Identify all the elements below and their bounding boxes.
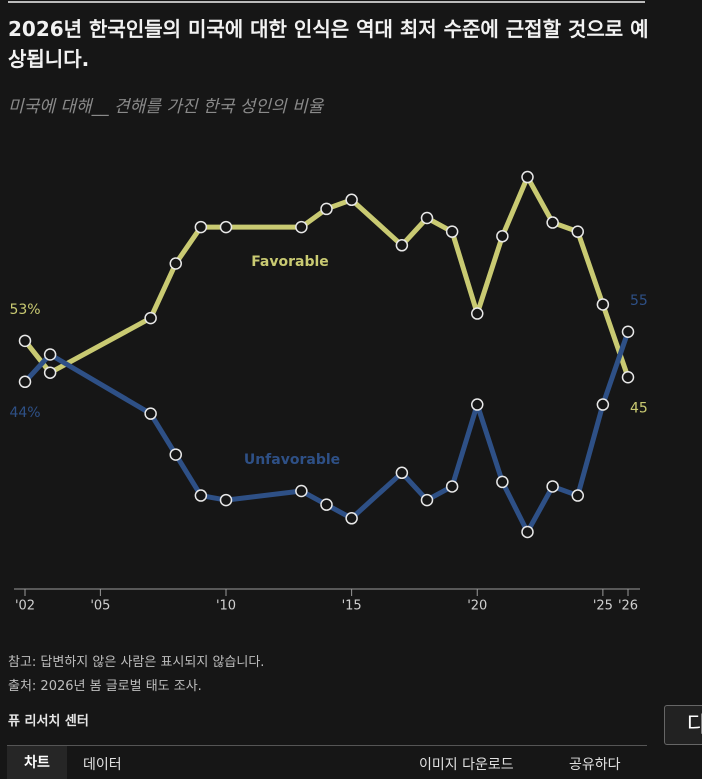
tab-data[interactable]: 데이터 bbox=[83, 757, 122, 773]
data-point bbox=[546, 216, 559, 229]
x-tick-label: '02 bbox=[15, 599, 35, 614]
chart-title: 2026년 한국인들의 미국에 대한 인식은 역대 최저 수준에 근접할 것으로… bbox=[8, 17, 649, 71]
data-point bbox=[596, 398, 610, 411]
data-point bbox=[395, 466, 409, 480]
data-point bbox=[219, 493, 233, 507]
data-point bbox=[295, 484, 308, 498]
data-point bbox=[345, 512, 358, 525]
download-button[interactable]: 이미지 다운로드 bbox=[419, 757, 514, 773]
data-point bbox=[471, 398, 484, 411]
data-point bbox=[571, 225, 584, 238]
x-tick-label: '26 bbox=[618, 599, 638, 614]
source: 출처: 2026년 봄 글로벌 태도 조사. bbox=[8, 679, 202, 694]
x-tick-label: '15 bbox=[342, 599, 362, 614]
x-tick-label: '20 bbox=[467, 599, 487, 614]
data-point bbox=[194, 220, 208, 234]
data-point bbox=[496, 229, 509, 243]
data-point bbox=[18, 375, 32, 389]
data-point bbox=[420, 493, 434, 507]
data-label: 44% bbox=[9, 405, 40, 421]
data-point bbox=[169, 448, 182, 461]
data-point bbox=[18, 334, 32, 348]
data-point bbox=[471, 307, 484, 320]
data-point bbox=[219, 220, 233, 234]
data-point bbox=[144, 407, 157, 420]
tab-bar: 차트 데이터 이미지 다운로드 공유하다 bbox=[7, 745, 647, 779]
data-point bbox=[144, 311, 157, 325]
data-point bbox=[320, 202, 333, 216]
data-point bbox=[169, 257, 182, 270]
data-point bbox=[43, 366, 57, 379]
organization: 퓨 리서치 센터 bbox=[8, 714, 89, 729]
side-button[interactable]: 다 bbox=[664, 705, 702, 745]
top-rule bbox=[8, 1, 645, 3]
data-point bbox=[445, 480, 459, 493]
data-point bbox=[496, 475, 509, 489]
x-tick-label: '25 bbox=[593, 599, 613, 614]
data-point bbox=[445, 225, 459, 238]
data-point bbox=[621, 371, 635, 384]
data-label: 53% bbox=[9, 302, 40, 318]
data-point bbox=[345, 193, 358, 207]
data-point bbox=[43, 348, 57, 361]
data-point bbox=[194, 489, 208, 502]
series-label: Unfavorable bbox=[244, 452, 340, 468]
data-point bbox=[295, 220, 308, 234]
x-tick-label: '05 bbox=[90, 599, 110, 614]
series-label: Favorable bbox=[251, 254, 329, 270]
data-point bbox=[596, 298, 610, 311]
share-button[interactable]: 공유하다 bbox=[569, 757, 621, 773]
data-label: 45 bbox=[630, 400, 648, 416]
chart: '02 '05 '10 '15 '20 '25 '26 53% 45 Favorable 44% 55… bbox=[9, 170, 648, 614]
data-point bbox=[420, 211, 434, 225]
data-point bbox=[521, 525, 534, 539]
data-point bbox=[621, 325, 635, 338]
x-tick-label: '10 bbox=[216, 599, 236, 614]
tab-chart[interactable]: 차트 bbox=[7, 746, 67, 779]
note: 참고: 답변하지 않은 사람은 표시되지 않습니다. bbox=[8, 655, 265, 670]
data-point bbox=[546, 480, 559, 493]
data-point bbox=[395, 239, 409, 252]
data-point bbox=[320, 498, 333, 511]
data-point bbox=[521, 170, 534, 184]
data-label: 55 bbox=[630, 293, 648, 309]
chart-subtitle: 미국에 대해__ 견해를 가진 한국 성인의 비율 bbox=[8, 97, 324, 117]
data-point bbox=[571, 489, 584, 502]
